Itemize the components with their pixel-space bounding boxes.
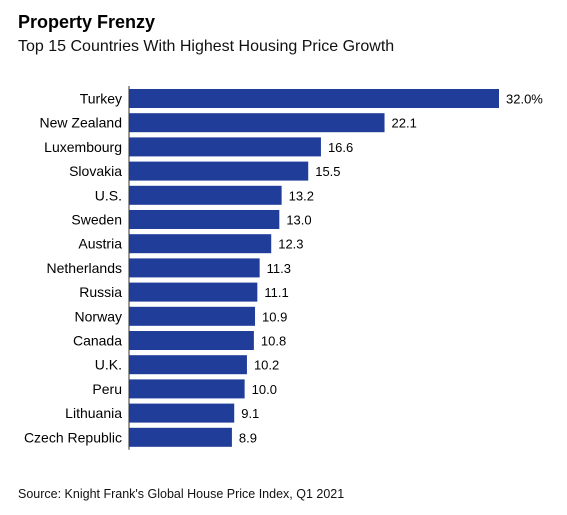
bar xyxy=(129,161,309,181)
bar xyxy=(129,89,499,108)
category-label: Canada xyxy=(73,333,122,349)
category-label: U.S. xyxy=(95,187,122,203)
bar xyxy=(129,306,256,326)
category-label: Russia xyxy=(79,284,122,300)
bar xyxy=(129,113,385,133)
category-label: Austria xyxy=(78,236,122,252)
bar xyxy=(129,282,258,302)
value-label: 13.2 xyxy=(289,188,314,203)
bar xyxy=(129,403,235,423)
bar xyxy=(129,234,272,254)
value-label: 8.9 xyxy=(239,430,257,445)
value-label: 15.5 xyxy=(315,164,340,179)
category-label: Luxembourg xyxy=(44,139,122,155)
category-label: Lithuania xyxy=(65,405,122,421)
source-note: Source: Knight Frank's Global House Pric… xyxy=(18,487,345,501)
value-label: 11.3 xyxy=(267,261,291,276)
value-label: 10.0 xyxy=(252,382,277,397)
category-label: Turkey xyxy=(80,91,122,107)
category-label: Norway xyxy=(75,308,122,324)
bar xyxy=(129,210,280,229)
value-label: 11.1 xyxy=(264,285,288,300)
category-label: Czech Republic xyxy=(24,429,122,445)
category-label: U.K. xyxy=(95,357,122,373)
value-label: 10.9 xyxy=(262,309,287,324)
category-label: Sweden xyxy=(71,212,122,228)
value-label: 12.3 xyxy=(278,237,303,252)
chart-subtitle: Top 15 Countries With Highest Housing Pr… xyxy=(18,38,395,55)
bar xyxy=(129,427,232,447)
bar xyxy=(129,355,247,375)
bar xyxy=(129,258,260,278)
category-label: Netherlands xyxy=(47,260,123,276)
value-label: 10.2 xyxy=(254,358,279,373)
value-label: 9.1 xyxy=(241,406,259,421)
bar xyxy=(129,185,282,205)
bar xyxy=(129,331,254,350)
category-label: New Zealand xyxy=(40,115,123,131)
value-label: 13.0 xyxy=(286,213,311,228)
chart-title: Property Frenzy xyxy=(18,12,156,32)
category-label: Slovakia xyxy=(69,163,122,179)
bar xyxy=(129,137,321,157)
value-label: 22.1 xyxy=(392,116,417,131)
value-label: 16.6 xyxy=(328,140,353,155)
value-label: 32.0% xyxy=(506,92,543,107)
category-label: Peru xyxy=(92,381,122,397)
value-label: 10.8 xyxy=(261,334,286,349)
bar xyxy=(129,379,245,399)
